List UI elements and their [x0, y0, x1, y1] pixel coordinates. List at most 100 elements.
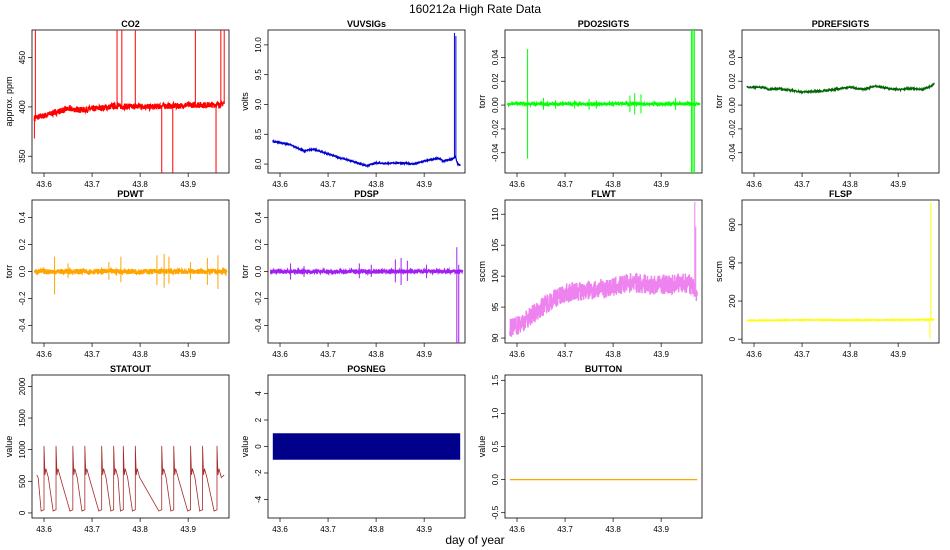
y-tick-label: 8.0 [254, 158, 263, 170]
y-tick-label: 0.4 [18, 211, 27, 223]
y-tick-label: -0.5 [491, 505, 500, 519]
y-tick-label: -4 [254, 495, 263, 503]
y-tick-label: 1.0 [491, 407, 500, 419]
x-tick-label: 43.8 [605, 525, 621, 534]
data-line [36, 445, 225, 512]
x-tick-label: 43.6 [509, 350, 525, 359]
plot-area [509, 201, 698, 337]
x-tick-label: 43.7 [557, 525, 573, 534]
x-tick-label: 43.8 [605, 350, 621, 359]
panel-title: PDO2SIGTS [578, 19, 630, 29]
panel-title: BUTTON [585, 364, 622, 374]
plot-area [269, 247, 464, 343]
x-tick-label: 43.7 [84, 180, 100, 189]
panel-title: FLSP [829, 189, 852, 199]
y-tick-label: -0.02 [728, 119, 737, 138]
panel-pdwt: PDWT torr 43.6 43.7 43.8 43.9 -0.4 -0.2 0.0 0.2 0.… [4, 189, 230, 359]
x-tick-label: 43.6 [272, 525, 288, 534]
y-tick-label: -0.04 [728, 143, 737, 162]
data-line [33, 266, 228, 277]
x-tick-label: 43.7 [794, 350, 810, 359]
y-tick-label: 1.5 [491, 374, 500, 386]
x-tick-label: 43.7 [557, 350, 573, 359]
panel-vuvsigs: VUVSIGs volts 43.6 43.7 43.8 43.9 8.0 8.5 9.0 9.5… [240, 19, 466, 189]
panel-co2: CO2 approx. ppm 43.6 43.7 43.8 43.9 350 400 450 [4, 19, 230, 189]
y-tick-label: 450 [18, 50, 27, 64]
y-axis-label: torr [714, 95, 724, 109]
y-axis-label: approx. ppm [4, 76, 14, 126]
x-tick-label: 43.8 [368, 350, 384, 359]
x-tick-label: 43.8 [842, 180, 858, 189]
y-tick-label: 4 [254, 391, 263, 396]
y-tick-label: 500 [18, 474, 27, 488]
y-tick-label: 600 [728, 218, 737, 232]
data-band [272, 433, 461, 460]
y-tick-label: 0.02 [728, 73, 737, 89]
y-tick-label: 400 [728, 256, 737, 270]
y-tick-label: 0.0 [254, 265, 263, 277]
plot-frame [741, 199, 940, 344]
data-line [269, 266, 464, 277]
x-tick-label: 43.9 [180, 525, 196, 534]
y-tick-label: -0.2 [18, 291, 27, 305]
y-tick-label: 400 [18, 100, 27, 114]
x-tick-label: 43.9 [890, 180, 906, 189]
y-tick-label: 0.0 [491, 473, 500, 485]
x-tick-label: 43.8 [132, 525, 148, 534]
data-line [33, 98, 225, 122]
y-axis-label: value [240, 436, 250, 458]
y-tick-label: 0.2 [254, 238, 263, 250]
panel-title: CO2 [121, 19, 140, 29]
y-tick-label: 105 [491, 238, 500, 252]
y-axis-label: torr [240, 265, 250, 279]
panel-title: PDWT [117, 189, 144, 199]
plot-area [272, 433, 461, 460]
plot-area [272, 32, 461, 169]
x-tick-label: 43.7 [794, 180, 810, 189]
y-axis-label: torr [477, 95, 487, 109]
x-tick-label: 43.9 [653, 350, 669, 359]
x-tick-label: 43.6 [509, 180, 525, 189]
panel-statout: STATOUT value 43.6 43.7 43.8 43.9 0 500 1000 1500… [4, 364, 230, 534]
plot-frame [504, 29, 703, 174]
y-tick-label: 1500 [18, 409, 27, 427]
x-tick-label: 43.7 [320, 525, 336, 534]
data-line [506, 99, 701, 109]
panel-title: POSNEG [347, 364, 386, 374]
y-tick-label: 0.5 [491, 440, 500, 452]
x-tick-label: 43.9 [180, 180, 196, 189]
y-tick-label: 0.4 [254, 211, 263, 223]
y-tick-label: 200 [728, 294, 737, 308]
y-tick-label: -0.04 [491, 143, 500, 162]
x-tick-label: 43.6 [272, 180, 288, 189]
x-tick-label: 43.8 [368, 180, 384, 189]
y-tick-label: 0 [728, 336, 737, 341]
y-axis-label: volts [240, 92, 250, 111]
data-line [509, 273, 698, 337]
y-tick-label: 1000 [18, 440, 27, 458]
data-line [746, 82, 935, 95]
x-tick-label: 43.8 [368, 525, 384, 534]
y-tick-label: 0 [254, 444, 263, 449]
panel-pdrefsigts: PDREFSIGTS torr 43.6 43.7 43.8 43.9 -0.04 -0.02… [714, 19, 940, 189]
plot-area [36, 445, 225, 512]
y-tick-label: 0.0 [18, 265, 27, 277]
figure-x-label: day of year [445, 533, 504, 547]
x-tick-label: 43.8 [132, 180, 148, 189]
y-tick-label: -2 [254, 469, 263, 477]
y-tick-label: -0.02 [491, 119, 500, 138]
plot-frame [267, 29, 466, 174]
y-tick-label: 9.5 [254, 69, 263, 81]
data-line [746, 317, 935, 323]
x-tick-label: 43.6 [36, 180, 52, 189]
plot-area [33, 30, 225, 173]
y-tick-label: 10.0 [254, 37, 263, 53]
plot-area [33, 253, 228, 295]
y-axis-label: value [4, 436, 14, 458]
x-tick-label: 43.7 [84, 350, 100, 359]
x-tick-label: 43.9 [653, 525, 669, 534]
panel-flwt: FLWT sccm 43.6 43.7 43.8 43.9 90 95 100 105 110 [477, 189, 703, 359]
y-tick-label: 350 [18, 149, 27, 163]
